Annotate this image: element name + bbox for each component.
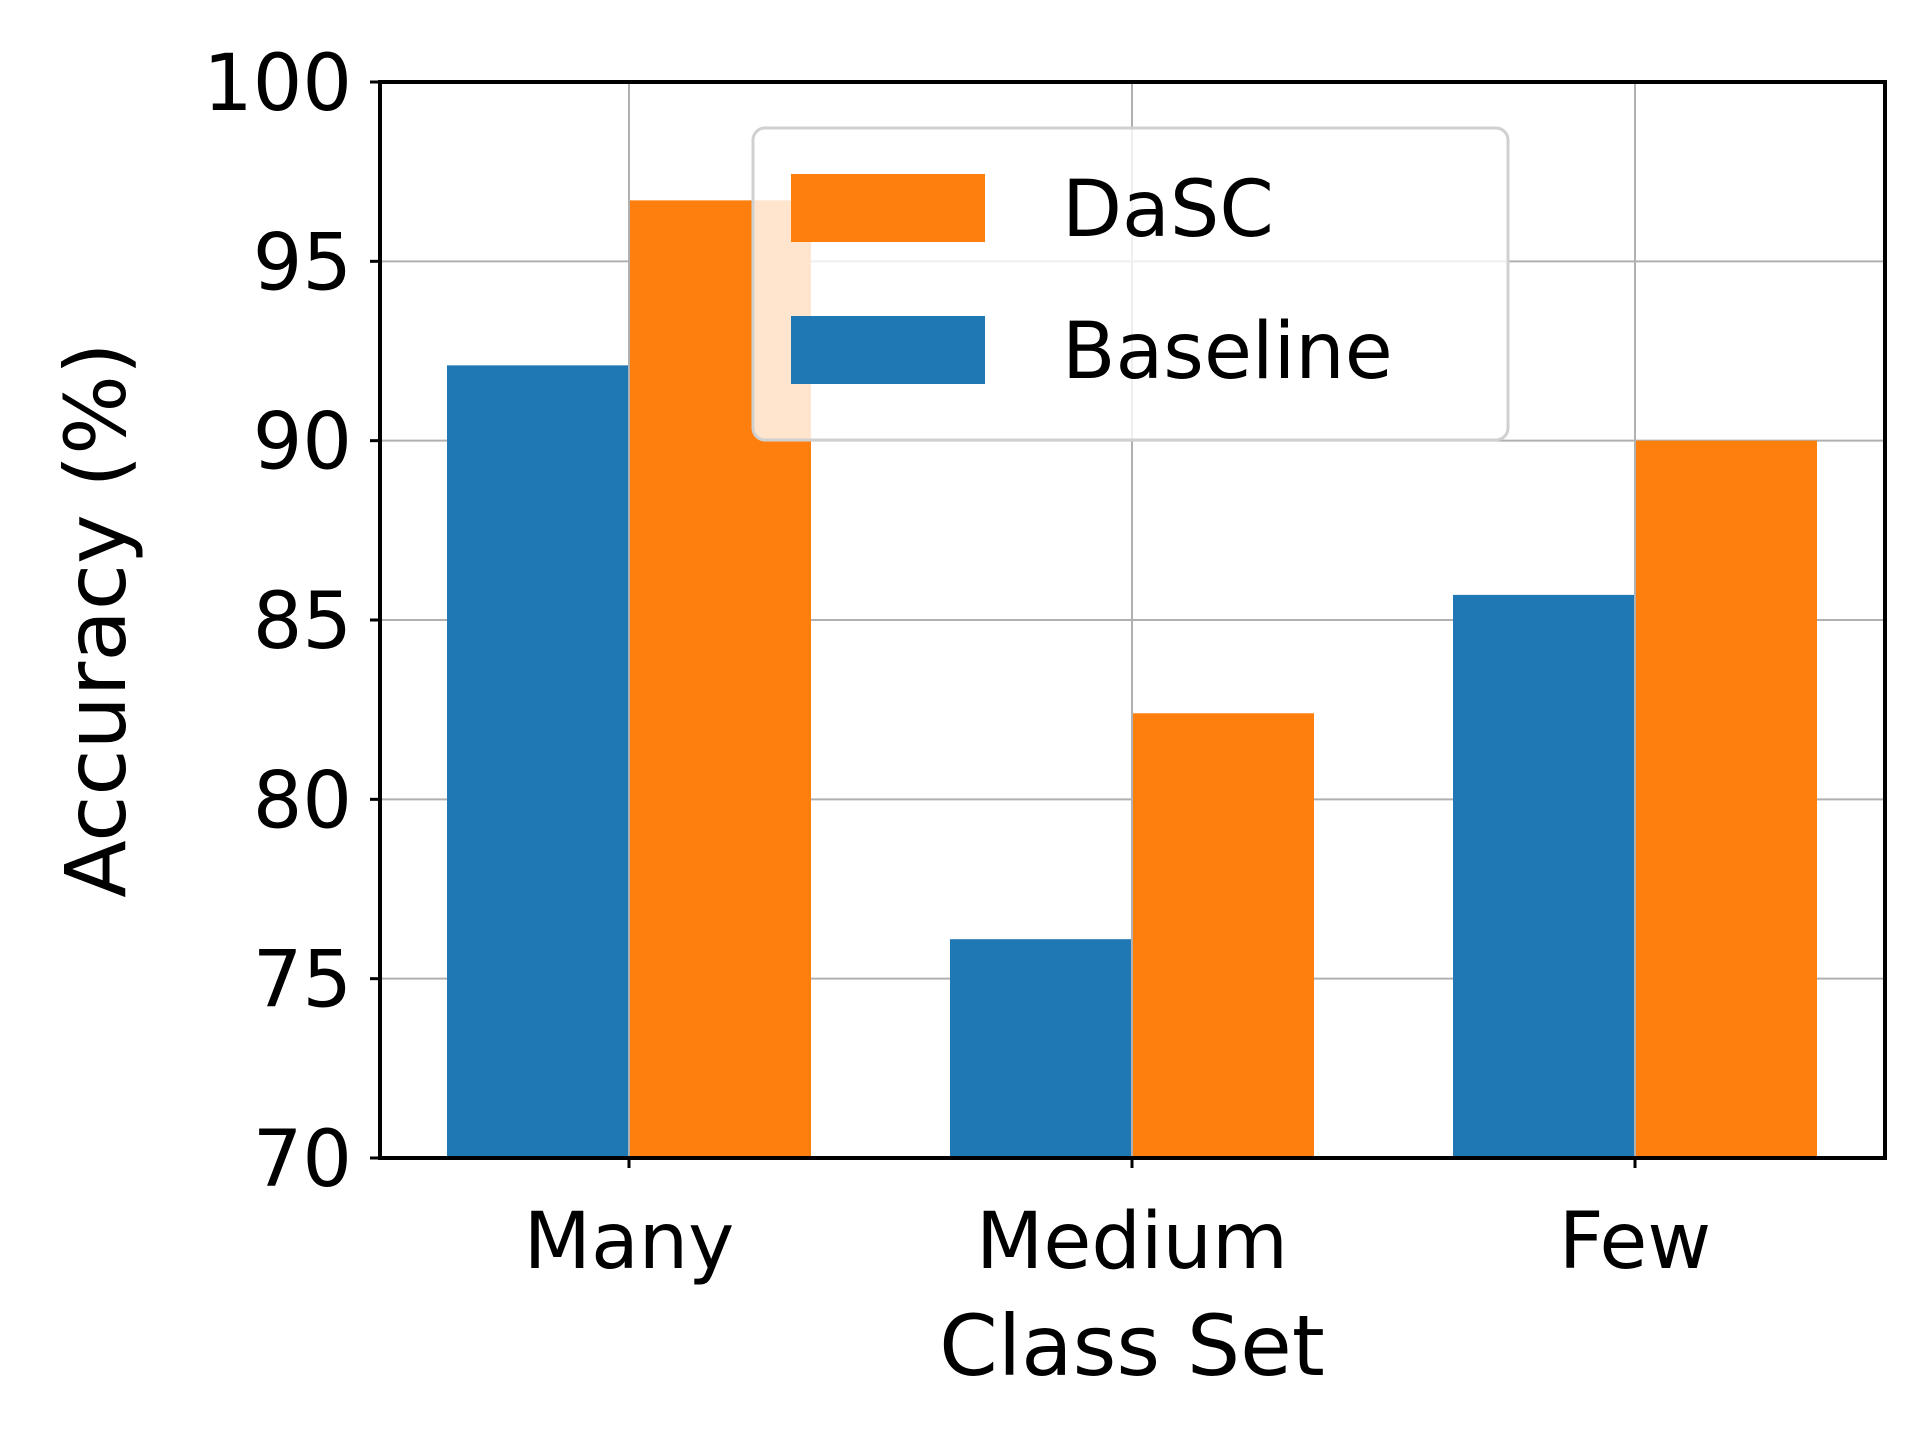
x-tick-label: Medium: [976, 1197, 1288, 1287]
x-tick-label: Many: [524, 1197, 735, 1287]
bar-baseline-many: [447, 365, 629, 1158]
y-tick-label: 95: [253, 218, 352, 308]
x-axis-title: Class Set: [939, 1297, 1325, 1395]
bar-dasc-medium: [1132, 713, 1314, 1158]
y-tick-label: 70: [253, 1115, 352, 1205]
y-axis-title: Accuracy (%): [47, 342, 145, 898]
bar-dasc-few: [1635, 440, 1817, 1159]
y-tick-label: 85: [253, 577, 352, 667]
legend-swatch-baseline: [791, 316, 985, 384]
y-tick-label: 90: [253, 398, 352, 488]
bars: [447, 82, 1817, 1159]
legend-label-dasc: DaSC: [1062, 165, 1274, 255]
y-tick-label: 75: [253, 936, 352, 1026]
legend-label-baseline: Baseline: [1062, 307, 1393, 397]
x-tick-label: Few: [1559, 1197, 1711, 1287]
axes: 70 75 80 85 90 95 100 Many Medium Few: [203, 39, 1887, 1287]
legend-swatch-dasc: [791, 174, 985, 242]
y-tick-label: 100: [203, 39, 352, 129]
y-tick-label: 80: [253, 756, 352, 846]
legend: DaSC Baseline: [751, 126, 1510, 442]
bar-baseline-medium: [950, 939, 1132, 1158]
bar-baseline-few: [1453, 594, 1635, 1158]
